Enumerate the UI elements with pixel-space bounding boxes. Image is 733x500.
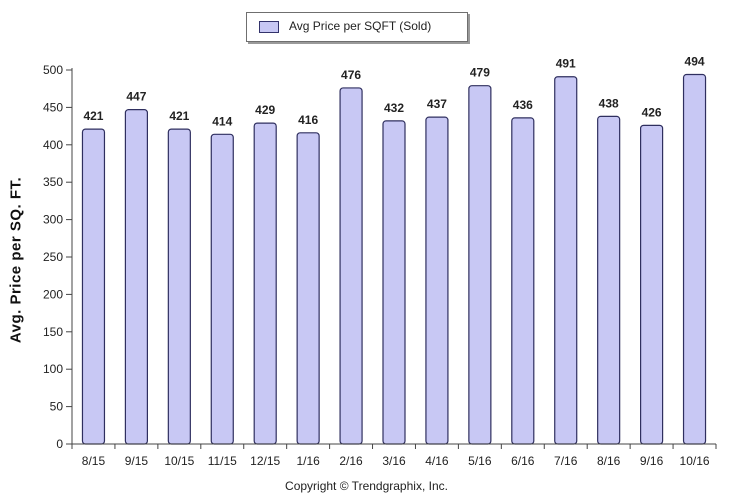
data-label: 479 — [470, 66, 490, 80]
data-label: 432 — [384, 101, 404, 115]
y-tick-label: 300 — [43, 213, 63, 227]
y-tick-label: 150 — [43, 325, 63, 339]
bar — [468, 85, 492, 445]
y-tick-label: 250 — [43, 250, 63, 264]
bar — [210, 133, 234, 445]
bar — [554, 76, 578, 445]
y-tick-label: 0 — [56, 437, 63, 451]
x-tick-label: 8/16 — [597, 454, 621, 468]
bar — [382, 120, 406, 445]
x-tick-label: 4/16 — [425, 454, 449, 468]
copyright-text: Copyright © Trendgraphix, Inc. — [285, 479, 448, 493]
data-label: 438 — [599, 96, 619, 110]
data-label: 414 — [212, 114, 232, 128]
bar — [167, 128, 191, 445]
x-tick-label: 3/16 — [382, 454, 406, 468]
data-label: 421 — [169, 109, 189, 123]
x-tick-label: 12/15 — [250, 454, 280, 468]
y-tick-label: 450 — [43, 100, 63, 114]
data-label: 421 — [83, 109, 103, 123]
y-tick-label: 200 — [43, 287, 63, 301]
x-tick-label: 1/16 — [296, 454, 320, 468]
x-tick-label: 11/15 — [208, 454, 237, 468]
data-label: 491 — [556, 57, 576, 71]
data-label: 429 — [255, 103, 275, 117]
x-tick-label: 2/16 — [339, 454, 363, 468]
data-label: 426 — [642, 105, 662, 119]
data-label: 447 — [126, 90, 146, 104]
data-label: 476 — [341, 68, 361, 82]
bar — [296, 132, 320, 445]
y-axis-label: Avg. Price per SQ. FT. — [7, 176, 25, 344]
legend-label: Avg Price per SQFT (Sold) — [289, 19, 432, 33]
x-tick-label: 5/16 — [468, 454, 492, 468]
bar — [81, 128, 106, 445]
data-label: 494 — [685, 54, 705, 68]
x-tick-label: 7/16 — [554, 454, 578, 468]
legend: Avg Price per SQFT (Sold) — [246, 12, 468, 42]
bar — [124, 109, 149, 445]
value-labels: 421 447 421 414 429 416 476 432 437 479 436 491 438 4… — [83, 54, 704, 128]
y-tick-label: 350 — [43, 175, 63, 189]
x-tick-label: 8/15 — [82, 454, 106, 468]
x-tick-label: 6/16 — [511, 454, 535, 468]
bars — [81, 73, 707, 445]
bar — [511, 117, 535, 445]
x-tick-label: 10/15 — [164, 454, 194, 468]
data-label: 437 — [427, 97, 447, 111]
bar — [639, 124, 664, 445]
data-label: 416 — [298, 113, 318, 127]
bar — [425, 116, 449, 445]
x-tick-label: 10/16 — [680, 454, 710, 468]
x-axis-ticks: 8/15 9/15 10/15 11/15 12/15 1/16 2/16 3/16 4/16 5… — [71, 444, 717, 468]
x-tick-label: 9/16 — [640, 454, 664, 468]
y-tick-label: 100 — [43, 362, 63, 376]
bar — [339, 87, 363, 445]
bar — [682, 73, 707, 445]
y-tick-label: 500 — [43, 63, 63, 77]
legend-swatch — [259, 21, 279, 33]
x-tick-label: 9/15 — [125, 454, 149, 468]
y-tick-label: 50 — [50, 400, 64, 414]
y-axis-ticks: 0 50 100 150 200 250 300 350 400 450 500 — [43, 63, 72, 451]
data-label: 436 — [513, 98, 533, 112]
bar — [253, 122, 277, 445]
y-tick-label: 400 — [43, 138, 63, 152]
bar — [597, 115, 621, 445]
